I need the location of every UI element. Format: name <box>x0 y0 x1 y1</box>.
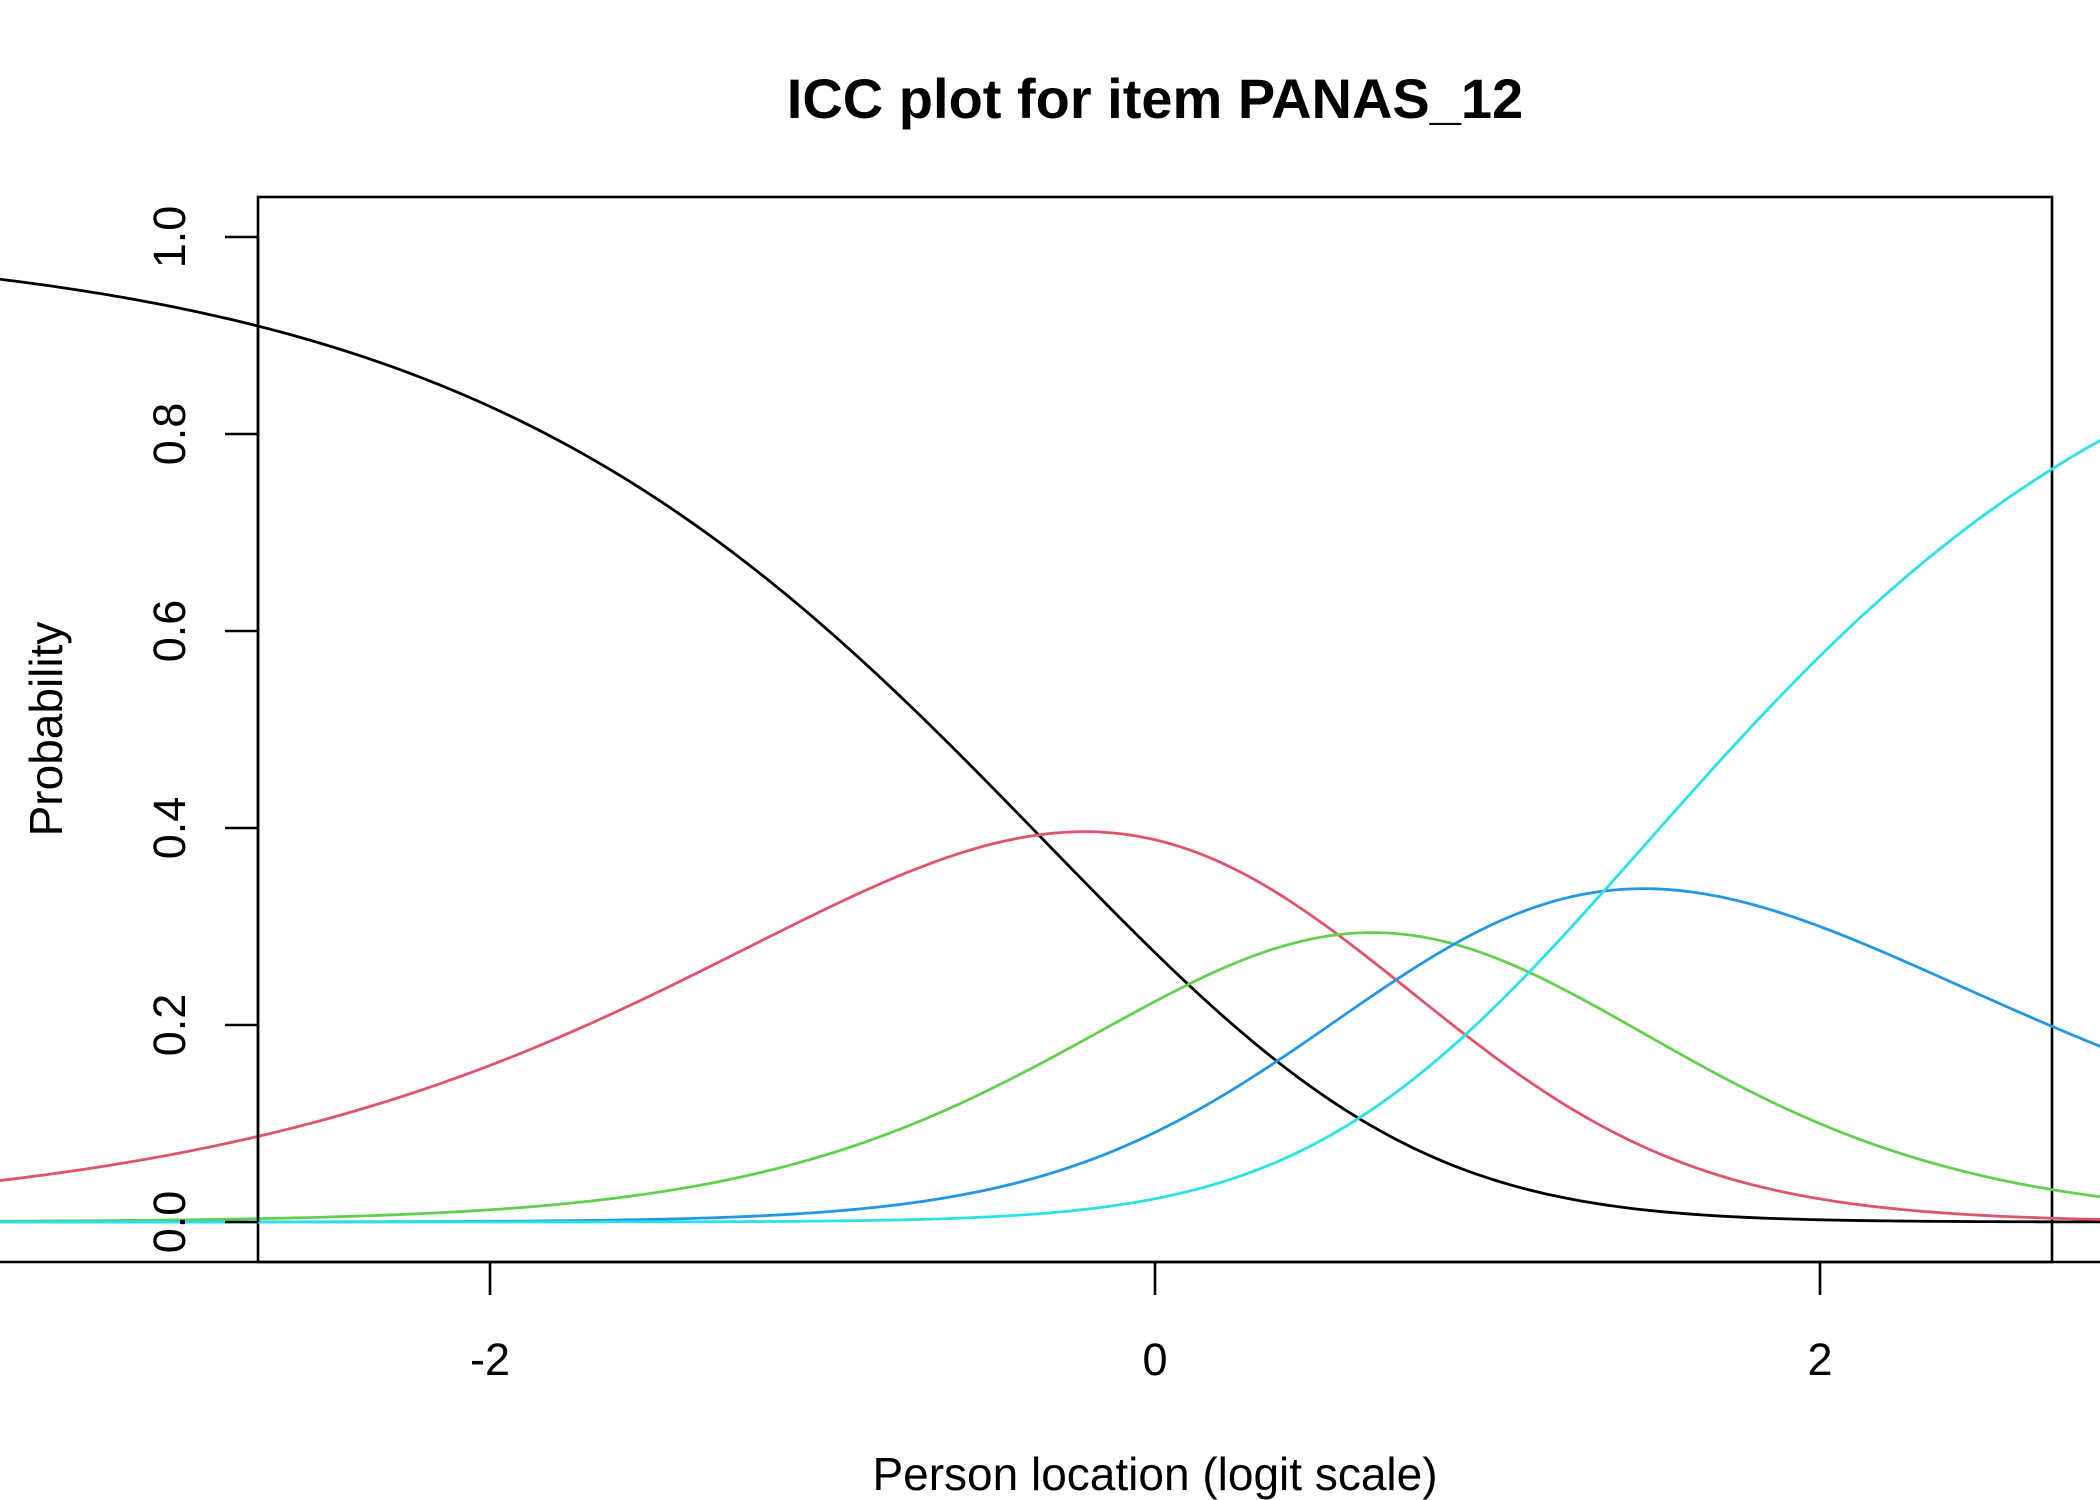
y-axis-label: Probability <box>20 622 72 837</box>
y-tick-label: 0.2 <box>144 994 195 1057</box>
y-tick-label: 0.0 <box>144 1191 195 1254</box>
x-axis-label: Person location (logit scale) <box>872 1448 1437 1500</box>
y-tick-label: 0.4 <box>144 797 195 860</box>
icc-curve-category-4 <box>0 438 2100 1224</box>
icc-curve-category-2 <box>0 931 2100 1223</box>
x-axis: -4-2024 <box>0 1260 2100 1385</box>
chart-title: ICC plot for item PANAS_12 <box>787 67 1523 130</box>
y-tick-label: 1.0 <box>144 206 195 269</box>
y-tick-label: 0.8 <box>144 403 195 466</box>
icc-curve-category-0 <box>0 277 2100 1224</box>
x-tick-label: -2 <box>470 1334 510 1385</box>
icc-curve-category-3 <box>0 887 2100 1224</box>
y-axis: 0.0 0.2 0.4 0.6 0.8 1.0 <box>144 206 260 1254</box>
plot-frame <box>256 195 2054 1264</box>
y-tick-label: 0.6 <box>144 600 195 663</box>
x-tick-label: 2 <box>1807 1334 1832 1385</box>
icc-curves <box>0 277 2100 1224</box>
icc-curve-category-1 <box>0 830 2100 1221</box>
x-tick-label: 0 <box>1142 1334 1167 1385</box>
